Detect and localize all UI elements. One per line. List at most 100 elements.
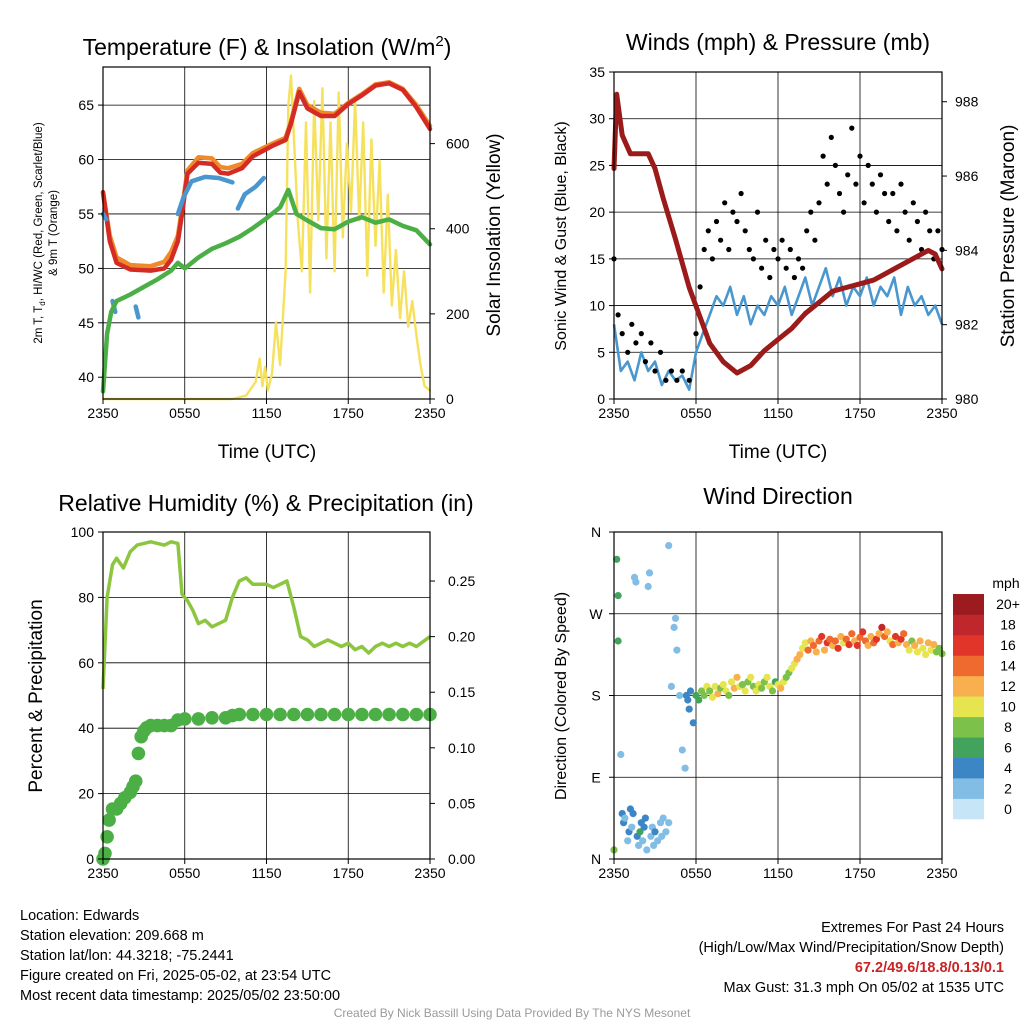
gust-point [828, 134, 834, 140]
wind-direction-point [678, 746, 686, 754]
insolation-ytick-label: 600 [446, 136, 470, 152]
wind-direction-point [624, 837, 632, 845]
gust-point [800, 265, 806, 271]
humidity-ytick-label: 80 [78, 589, 94, 605]
insolation-ytick-label: 0 [446, 391, 454, 407]
gust-point [693, 331, 699, 337]
wind-direction-point [645, 569, 654, 577]
wind-direction-point [864, 641, 872, 650]
precip-point [287, 707, 301, 722]
humidity-ytick-label: 0 [86, 851, 94, 867]
wind-direction-ylabel: Direction (Colored By Speed) [553, 592, 570, 800]
gust-point [808, 209, 814, 215]
gust-point [869, 181, 875, 187]
gust-point [894, 228, 900, 234]
extremes-box: Extremes For Past 24 Hours (High/Low/Max… [699, 918, 1004, 998]
pressure-ytick-label: 980 [955, 391, 979, 407]
colorbar-title: mph [992, 575, 1019, 591]
humidity-xtick-label: 2350 [87, 865, 118, 881]
gust-point [726, 246, 732, 253]
humidity-xtick-label: 1750 [333, 865, 364, 881]
credit-line: Created By Nick Bassill Using Data Provi… [333, 1006, 691, 1020]
pressure-ytick-label: 986 [955, 168, 979, 184]
wind-direction-point [725, 691, 733, 700]
gust-point [763, 237, 769, 243]
temperature-ytick-label: 45 [78, 315, 94, 331]
precip-point [327, 707, 342, 722]
wind-direction-point [639, 837, 647, 845]
precip-point [128, 774, 143, 788]
precip-point [273, 707, 287, 722]
pressure-ytick-label: 982 [955, 317, 979, 333]
gust-point [857, 153, 863, 159]
wind-direction-ytick-label: N [591, 524, 601, 540]
wind-direction-ytick-label: N [591, 851, 601, 867]
precip-point [131, 746, 146, 761]
wind-direction-point [727, 678, 736, 686]
temperature-series-line [133, 304, 141, 320]
wind-direction-point [662, 828, 670, 836]
wind-direction-point [643, 846, 651, 854]
wind-direction-point [741, 687, 749, 695]
precip-point [355, 707, 369, 722]
gust-point [615, 312, 621, 318]
gust-point [619, 331, 625, 337]
wind-direction-point [689, 719, 697, 727]
wind-direction-point [878, 623, 886, 632]
wind-direction-point [700, 691, 708, 700]
insolation-ytick-label: 200 [446, 306, 470, 322]
colorbar-swatch [953, 757, 984, 779]
colorbar-label: 10 [1000, 699, 1016, 715]
gust-point [795, 256, 802, 262]
wind-direction-point [831, 637, 840, 645]
winds-ylabel: Sonic Wind & Gust (Blue, Black) [553, 121, 570, 350]
colorbar-swatch [953, 655, 984, 677]
wind-direction-point [706, 687, 714, 695]
temperature-xtick-label: 1750 [333, 405, 364, 421]
wind-direction-point [799, 644, 807, 652]
wind-direction-point [859, 628, 867, 636]
precip-ytick-label: 0.15 [448, 684, 475, 700]
temperature-xtick-label: 0550 [169, 405, 200, 421]
gust-point [775, 256, 781, 262]
winds-ytick-label: 15 [589, 251, 605, 267]
wind-direction-xtick-label: 2350 [926, 865, 957, 881]
precip-point [178, 712, 192, 726]
wind-direction-point [636, 828, 644, 836]
wind-direction-point [845, 641, 853, 649]
wind-direction-point [935, 644, 943, 652]
precip-point [314, 707, 328, 722]
precip-point [102, 813, 116, 827]
wind-direction-point [719, 681, 727, 689]
pressure-line [611, 91, 945, 376]
wind-direction-point [671, 614, 680, 622]
gust-point [898, 181, 904, 187]
extremes-subtitle: (High/Low/Max Wind/Precipitation/Snow De… [698, 940, 1004, 956]
gust-point [935, 228, 941, 234]
wind-direction-point [872, 635, 881, 643]
gust-point [849, 125, 855, 131]
gust-point [836, 190, 843, 197]
precip-point [396, 707, 410, 722]
wind-direction-xtick-label: 1150 [763, 865, 793, 881]
pressure-ytick-label: 988 [955, 94, 979, 110]
humidity-xtick-label: 2350 [414, 865, 445, 881]
colorbar-label: 8 [1004, 719, 1012, 735]
wind-direction-point [617, 750, 625, 759]
gust-point [742, 228, 748, 234]
gust-point [886, 218, 892, 225]
gust-point [657, 349, 664, 355]
temperature-panel: Temperature (F) & Insolation (W/m2) 2350… [33, 33, 505, 463]
wind-direction-point [708, 693, 717, 701]
wind-direction-point [818, 632, 826, 641]
gust-point [709, 256, 716, 262]
colorbar-label: 4 [1004, 760, 1012, 776]
station-info: Location: Edwards Station elevation: 209… [20, 906, 340, 1006]
gust-point [722, 200, 728, 206]
precip-point [368, 707, 383, 722]
colorbar-label: 2 [1004, 780, 1012, 796]
wind-direction-point [842, 635, 850, 643]
gust-point [730, 209, 736, 215]
colorbar-label: 6 [1004, 739, 1012, 755]
pressure-ylabel: Station Pressure (Maroon) [998, 125, 1019, 348]
